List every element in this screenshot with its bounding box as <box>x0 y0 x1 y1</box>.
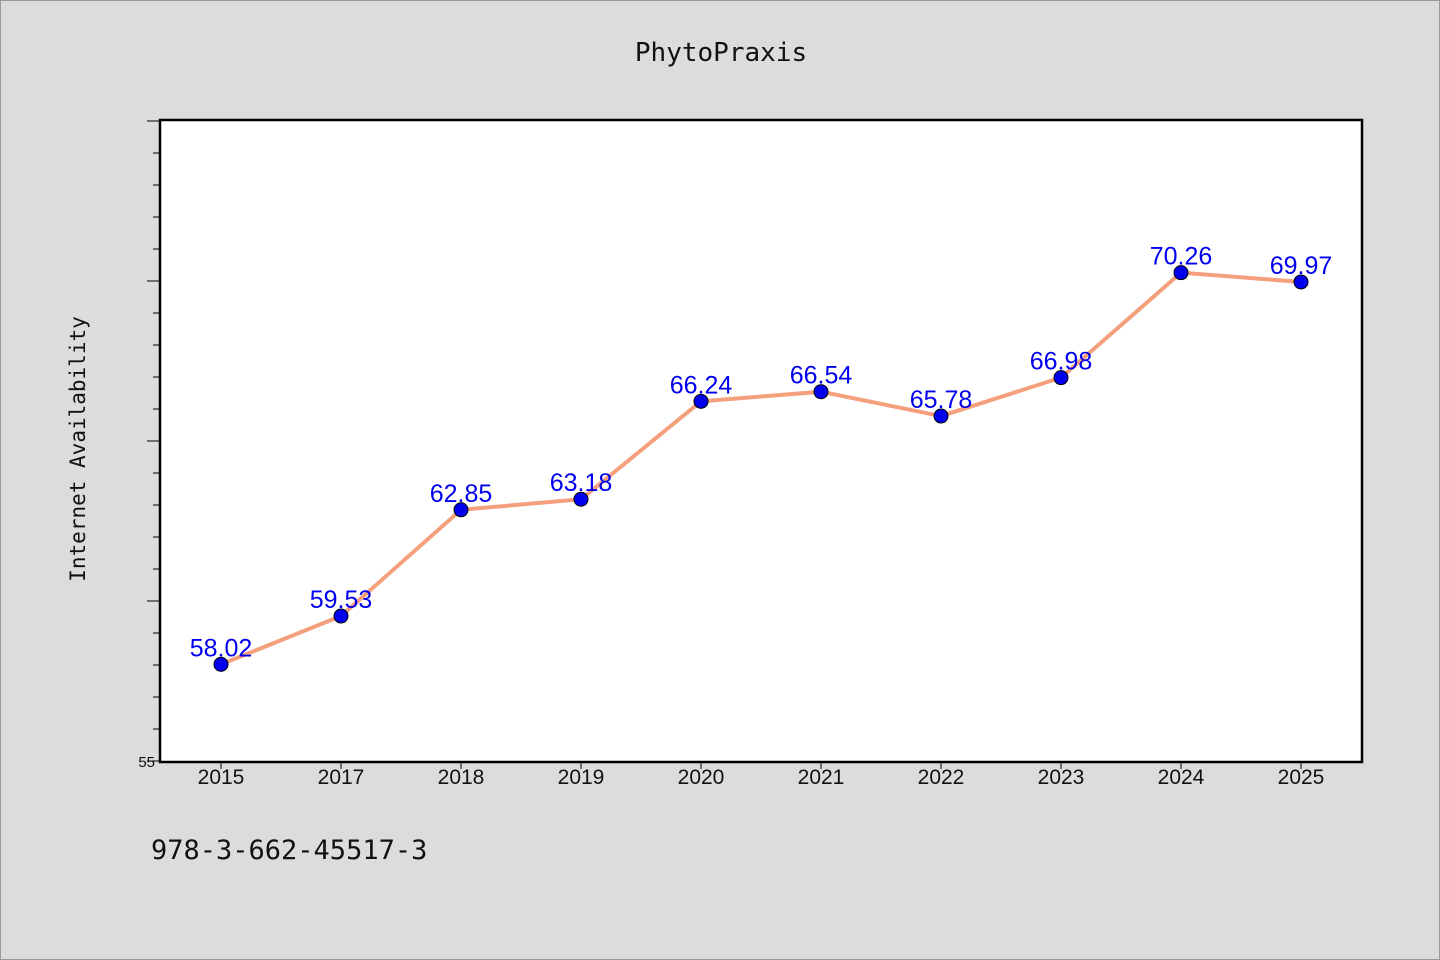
data-labels: 58.02 59.53 62.85 63.18 66.24 66.54 65.78 66.98… <box>190 243 1333 663</box>
data-label: 65.78 <box>910 386 973 414</box>
data-point <box>1053 370 1069 386</box>
series-line <box>219 270 1303 667</box>
data-label: 70.26 <box>1150 243 1213 271</box>
data-point <box>1293 274 1309 290</box>
data-point <box>813 384 829 400</box>
data-label: 59.53 <box>310 586 373 614</box>
data-point <box>933 408 949 424</box>
data-point <box>1173 265 1189 281</box>
data-label: 66.54 <box>790 362 853 390</box>
data-label: 63.18 <box>550 469 613 497</box>
x-tick-label: 2025 <box>1278 766 1325 789</box>
x-tick-label: 2022 <box>918 766 965 789</box>
x-tick-label: 2019 <box>558 766 605 789</box>
x-axis-ticks: 2015 2017 2018 2019 2020 2021 2022 2023 2024 2025 <box>198 761 1325 789</box>
x-tick-label: 2015 <box>198 766 245 789</box>
x-tick-label: 2024 <box>1158 766 1205 789</box>
chart-title: PhytoPraxis <box>635 38 807 68</box>
plot-area <box>158 118 1364 764</box>
x-tick-label: 2023 <box>1038 766 1085 789</box>
y-tick-label: 55 <box>138 754 155 771</box>
footnote-isbn: 978-3-662-45517-3 <box>151 835 428 866</box>
data-label: 58.02 <box>190 634 253 662</box>
series-line-group <box>219 270 1303 667</box>
data-markers <box>213 265 1309 672</box>
x-tick-label: 2018 <box>438 766 485 789</box>
data-point <box>213 656 229 672</box>
data-label: 66.98 <box>1030 348 1093 376</box>
x-tick-label: 2021 <box>798 766 845 789</box>
data-label: 69.97 <box>1270 252 1333 280</box>
y-axis-label: Internet Availability <box>66 316 90 582</box>
data-point <box>573 491 589 507</box>
data-label: 66.24 <box>670 371 733 399</box>
data-point <box>333 608 349 624</box>
data-point <box>453 502 469 518</box>
data-point <box>693 393 709 409</box>
x-tick-label: 2020 <box>678 766 725 789</box>
y-axis-ticks: 55 <box>138 120 161 771</box>
x-tick-label: 2017 <box>318 766 365 789</box>
data-label: 62.85 <box>430 480 493 508</box>
